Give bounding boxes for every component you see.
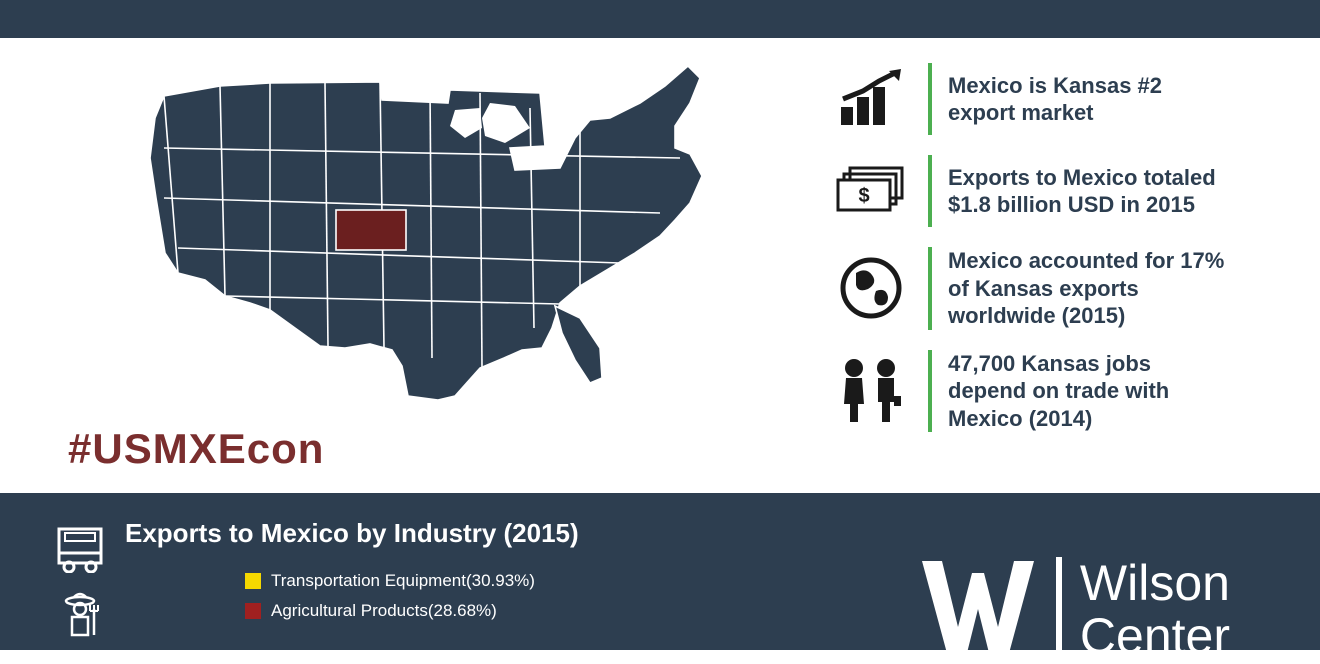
fact-divider — [928, 247, 932, 330]
bottom-section: Exports to Mexico by Industry (2015) Tra… — [0, 493, 1320, 650]
globe-icon — [830, 252, 912, 324]
fact-divider — [928, 155, 932, 227]
fact-export-percent: Mexico accounted for 17% of Kansas expor… — [830, 247, 1260, 330]
legend-item-transport: Transportation Equipment(30.93%) — [245, 571, 579, 591]
farmer-icon — [58, 591, 102, 639]
fact-export-rank: Mexico is Kansas #2 export market — [830, 63, 1260, 135]
fact-jobs: 47,700 Kansas jobs depend on trade with … — [830, 350, 1260, 433]
fact-text: Mexico accounted for 17% of Kansas expor… — [948, 247, 1228, 330]
industry-icons — [40, 518, 120, 650]
bottom-left: Exports to Mexico by Industry (2015) Tra… — [0, 493, 579, 650]
fact-text: Exports to Mexico totaled $1.8 billion U… — [948, 164, 1228, 219]
highlighted-state-kansas — [336, 210, 406, 250]
wilson-text: Wilson Center — [1080, 557, 1230, 662]
main-section: #USMXEcon Mexico is Kansas #2 export mar… — [0, 38, 1320, 493]
wilson-center-logo: Wilson Center — [918, 557, 1230, 662]
fact-divider — [928, 63, 932, 135]
legend-label: Agricultural Products(28.68%) — [271, 601, 497, 621]
money-icon: $ — [830, 155, 912, 227]
growth-chart-icon — [830, 63, 912, 135]
wilson-line2: Center — [1080, 610, 1230, 663]
facts-column: Mexico is Kansas #2 export market $ Expo… — [820, 38, 1320, 493]
fact-text: Mexico is Kansas #2 export market — [948, 72, 1228, 127]
wilson-w-icon — [918, 557, 1038, 662]
svg-text:$: $ — [858, 185, 869, 207]
legend-swatch — [245, 573, 261, 589]
legend-label: Transportation Equipment(30.93%) — [271, 571, 535, 591]
hashtag-text: #USMXEcon — [68, 425, 324, 473]
legend: Transportation Equipment(30.93%) Agricul… — [125, 571, 579, 621]
wilson-divider — [1056, 557, 1062, 662]
people-icon — [830, 355, 912, 427]
top-bar — [0, 0, 1320, 38]
map-section: #USMXEcon — [0, 38, 820, 493]
wilson-line1: Wilson — [1080, 557, 1230, 610]
legend-swatch — [245, 603, 261, 619]
fact-divider — [928, 350, 932, 433]
legend-item-agriculture: Agricultural Products(28.68%) — [245, 601, 579, 621]
fact-export-total: $ Exports to Mexico totaled $1.8 billion… — [830, 155, 1260, 227]
us-map — [120, 48, 730, 413]
exports-by-industry-title: Exports to Mexico by Industry (2015) — [125, 518, 579, 549]
bottom-content: Exports to Mexico by Industry (2015) Tra… — [120, 518, 579, 650]
fact-text: 47,700 Kansas jobs depend on trade with … — [948, 350, 1228, 433]
truck-icon — [53, 523, 107, 573]
